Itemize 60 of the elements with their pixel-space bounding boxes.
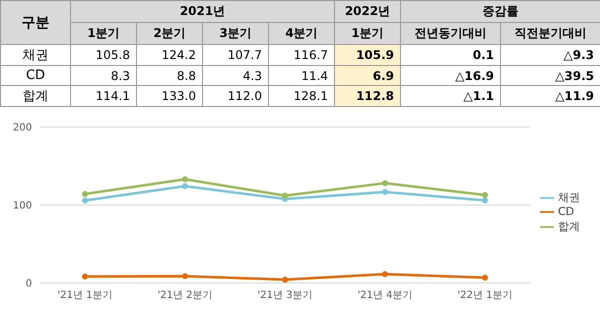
text: △39.5: [500, 66, 600, 86]
text: △9.3: [500, 44, 600, 66]
point: [82, 191, 88, 197]
x-tick-label: '21년 3분기: [257, 290, 313, 302]
text: 8.8: [136, 66, 202, 86]
text: 105.9: [334, 44, 401, 66]
point: [82, 197, 88, 204]
text: 0.1: [400, 44, 501, 66]
text: 11.4: [268, 66, 335, 86]
text: 105.8: [70, 44, 136, 66]
text: 6.9: [334, 66, 401, 86]
text: △11.9: [500, 86, 600, 106]
x-tick-label: '21년 1분기: [57, 290, 113, 302]
text: 8.3: [70, 66, 136, 86]
legend-label: 채권: [558, 191, 580, 204]
point: [482, 192, 488, 198]
text: 2021년: [70, 0, 335, 22]
x-tick-label: '22년 1분기: [457, 290, 513, 302]
point: [182, 176, 188, 182]
point: [182, 183, 188, 190]
text: 124.2: [136, 44, 202, 66]
text: 2분기: [136, 22, 202, 44]
point: [482, 197, 488, 204]
text: 112.8: [334, 86, 401, 106]
text: 128.1: [268, 86, 335, 106]
text: 112.0: [202, 86, 268, 106]
text: 114.1: [70, 86, 136, 106]
text: 2022년: [334, 0, 401, 22]
point: [182, 273, 188, 280]
text: 증감률: [400, 0, 600, 22]
text: 1분기: [334, 22, 401, 44]
legend-label: CD: [558, 205, 574, 218]
y-tick-label: 100: [12, 200, 32, 212]
text: 107.7: [202, 44, 268, 66]
x-tick-label: '21년 2분기: [157, 290, 213, 302]
y-tick-label: 200: [12, 122, 32, 134]
text: 133.0: [136, 86, 202, 106]
text: 전년동기대비: [400, 22, 501, 44]
text: 직전분기대비: [500, 22, 600, 44]
point: [382, 180, 388, 186]
text: 구분: [0, 0, 70, 44]
text: 합계: [22, 89, 48, 104]
text: 4분기: [268, 22, 335, 44]
text: △1.1: [400, 86, 501, 106]
text: CD: [26, 68, 46, 83]
text: 3분기: [202, 22, 268, 44]
text: 4.3: [202, 66, 268, 86]
text: 116.7: [268, 44, 335, 66]
point: [382, 271, 388, 278]
text: △16.9: [400, 66, 501, 86]
x-tick-label: '21년 4분기: [357, 290, 413, 302]
legend-label: 합계: [558, 220, 580, 233]
y-tick-label: 0: [26, 278, 32, 290]
text: 채권: [22, 48, 48, 63]
text: 1분기: [70, 22, 136, 44]
point: [282, 192, 288, 199]
point: [282, 276, 288, 283]
point: [482, 274, 488, 281]
point: [382, 188, 388, 195]
point: [82, 274, 88, 280]
